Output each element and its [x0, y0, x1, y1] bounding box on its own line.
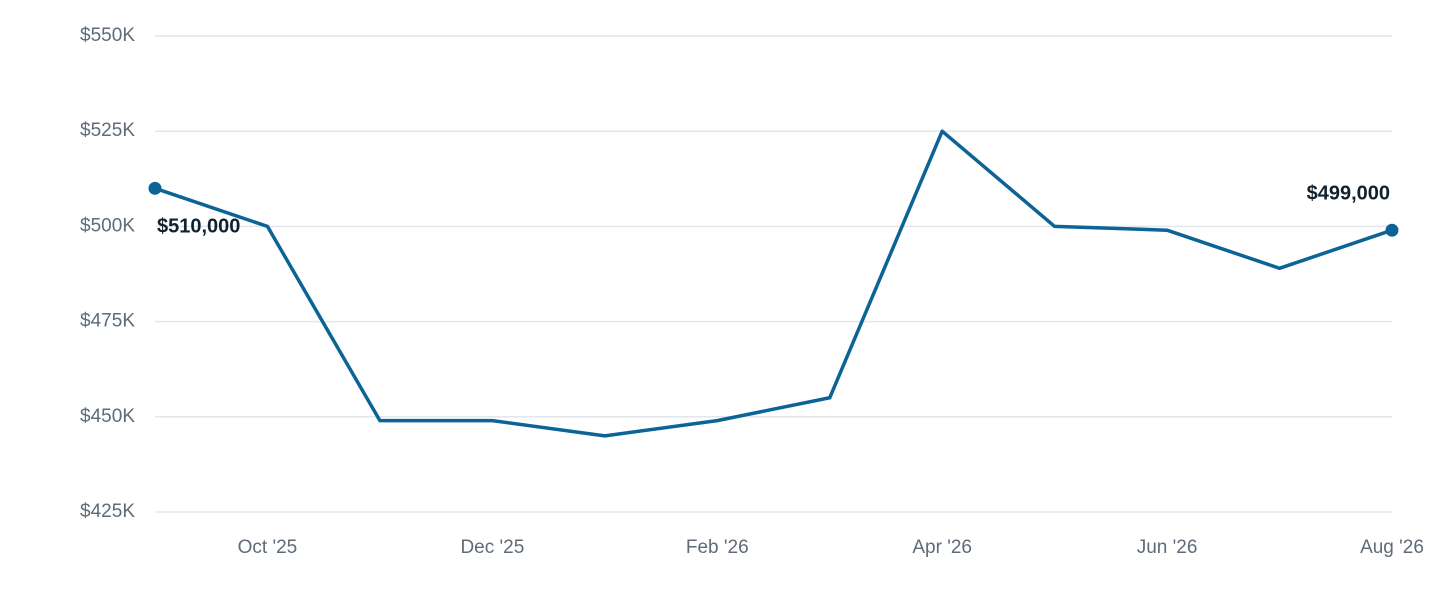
- value-label: $499,000: [1307, 182, 1390, 204]
- y-tick-label: $450K: [80, 406, 135, 427]
- y-tick-label: $425K: [80, 501, 135, 522]
- x-tick-label: Oct '25: [238, 537, 298, 558]
- line: [154, 129, 1393, 438]
- value-label: $510,000: [157, 216, 240, 238]
- y-tick-label: $550K: [80, 25, 135, 46]
- x-tick-label: Apr '26: [912, 537, 972, 558]
- point: [1385, 223, 1399, 237]
- y-tick-label: $475K: [80, 311, 135, 332]
- point: [148, 181, 162, 195]
- y-tick-label: $525K: [80, 120, 135, 141]
- y-tick-label: $500K: [80, 215, 135, 236]
- x-tick-label: Jun '26: [1137, 537, 1198, 558]
- x-tick-label: Dec '25: [460, 537, 524, 558]
- x-tick-label: Aug '26: [1360, 537, 1424, 558]
- x-tick-label: Feb '26: [686, 537, 749, 558]
